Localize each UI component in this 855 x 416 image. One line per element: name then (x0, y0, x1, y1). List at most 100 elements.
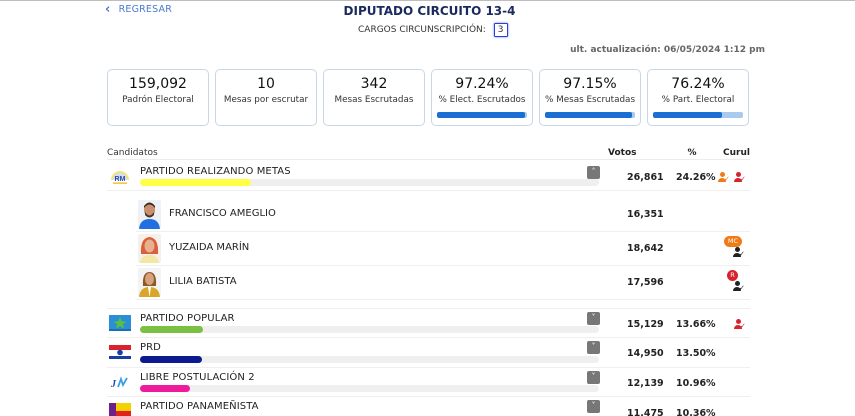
last-updated: ult. actualización: 06/05/2024 1:12 pm (570, 45, 765, 55)
progress-bar (653, 112, 743, 118)
party-pct: 13.50% (676, 348, 716, 359)
stat-card-part-electoral: 76.24% % Part. Electoral (647, 69, 749, 126)
prd-logo-icon (109, 344, 131, 360)
candidate-photo (138, 234, 161, 263)
rm-logo-icon: RM (111, 171, 129, 184)
candidate-name: FRANCISCO AMEGLIO (169, 208, 276, 219)
stat-value: 97.15% (563, 76, 617, 92)
candidate-photo (138, 268, 161, 297)
stat-label: Mesas Escrutadas (334, 95, 414, 105)
stats-cards: 159,092 Padrón Electoral 10 Mesas por es… (107, 69, 749, 126)
party-name: PRD (140, 342, 161, 353)
collapse-button[interactable]: ˄ (587, 166, 600, 179)
stat-card-padron: 159,092 Padrón Electoral (107, 69, 209, 126)
seat-badge: MC ✓ (724, 236, 746, 262)
chevron-up-icon: ˄ (591, 167, 596, 176)
back-label: REGRESAR (118, 4, 173, 15)
stat-card-mesas-escrutadas: 342 Mesas Escrutadas (323, 69, 425, 126)
panamenista-logo-icon (109, 403, 131, 416)
candidate-votes: 16,351 (627, 209, 664, 220)
cargos-label: CARGOS CIRCUNSCRIPCIÓN: (358, 25, 486, 35)
party-votes: 12,139 (627, 378, 664, 389)
party-name: PARTIDO REALIZANDO METAS (140, 166, 291, 177)
vote-bar (140, 179, 599, 186)
header-pct: % (687, 147, 697, 158)
results-table: Candidatos Votos % Curul RM PARTIDO REAL… (107, 146, 750, 416)
party-row[interactable]: PRD ˅ 14,950 13.50% (107, 338, 750, 368)
stat-value: 342 (360, 76, 388, 92)
chevron-down-icon: ˅ (591, 313, 596, 322)
candidate-votes: 18,642 (627, 243, 664, 254)
chevron-down-icon: ˅ (591, 342, 596, 351)
candidate-photo (138, 200, 161, 229)
party-name: PARTIDO POPULAR (140, 313, 235, 324)
header-candidates: Candidatos (107, 147, 158, 158)
cargos-info: CARGOS CIRCUNSCRIPCIÓN: 3 (358, 23, 508, 37)
chevron-down-icon: ˅ (591, 401, 596, 410)
party-votes: 14,950 (627, 348, 664, 359)
vote-bar (140, 356, 599, 363)
curul-icons: ✓ ✓ (718, 172, 746, 184)
header-votes: Votos (608, 147, 637, 158)
party-row[interactable]: PARTIDO POPULAR ˅ 15,129 13.66% ✓ (107, 309, 750, 338)
seat-badge: R ✓ (726, 270, 746, 296)
header-curul: Curul (723, 147, 750, 158)
expand-button[interactable]: ˅ (587, 400, 600, 413)
candidate-votes: 17,596 (627, 277, 664, 288)
stat-value: 159,092 (129, 76, 187, 92)
lp2-logo-icon: J (110, 376, 128, 390)
badge-r: R (727, 270, 738, 281)
seat-won-icon: ✓ (733, 247, 745, 259)
seat-won-icon: ✓ (734, 172, 746, 184)
seat-won-icon: ✓ (734, 319, 746, 331)
party-votes: 15,129 (627, 319, 664, 330)
candidate-row: LILIA BATISTA 17,596 R ✓ (136, 266, 750, 300)
progress-bar (437, 112, 527, 118)
table-header: Candidatos Votos % Curul (107, 146, 750, 160)
party-votes: 26,861 (627, 172, 664, 183)
cargos-value: 3 (493, 23, 508, 37)
pp-logo-icon (109, 315, 131, 331)
party-pct: 24.26% (676, 172, 716, 183)
stat-label: % Part. Electoral (661, 95, 735, 105)
back-button[interactable]: ‹ REGRESAR (105, 1, 173, 17)
svg-text:RM: RM (115, 176, 126, 183)
expand-button[interactable]: ˅ (587, 312, 600, 325)
expand-button[interactable]: ˅ (587, 371, 600, 384)
vote-bar (140, 326, 599, 333)
stat-value: 76.24% (671, 76, 725, 92)
stat-value: 97.24% (455, 76, 509, 92)
party-name: LIBRE POSTULACIÓN 2 (140, 372, 255, 383)
candidate-row: YUZAIDA MARÍN 18,642 MC ✓ (136, 232, 750, 266)
stat-card-mesas-por-escrutar: 10 Mesas por escrutar (215, 69, 317, 126)
party-votes: 11,475 (627, 408, 664, 416)
stat-value: 10 (257, 76, 275, 92)
seat-won-icon: ✓ (718, 172, 730, 184)
seat-won-icon: ✓ (733, 281, 745, 293)
candidate-name: YUZAIDA MARÍN (169, 242, 250, 253)
expand-button[interactable]: ˅ (587, 341, 600, 354)
vote-bar (140, 385, 599, 392)
stat-card-elect-escrutados: 97.24% % Elect. Escrutados (431, 69, 533, 126)
stat-card-mesas-escrutadas-pct: 97.15% % Mesas Escrutadas (539, 69, 641, 126)
party-pct: 10.96% (676, 378, 716, 389)
chevron-down-icon: ˅ (591, 372, 596, 381)
party-row[interactable]: RM PARTIDO REALIZANDO METAS ˄ 26,861 24.… (107, 160, 750, 191)
candidate-row: FRANCISCO AMEGLIO 16,351 (136, 198, 750, 232)
stat-label: Mesas por escrutar (223, 95, 309, 105)
stat-label: % Elect. Escrutados (438, 95, 526, 105)
stat-label: % Mesas Escrutadas (544, 95, 636, 105)
page-title: DIPUTADO CIRCUITO 13-4 (343, 4, 516, 18)
curul-icons: ✓ (734, 319, 746, 331)
party-pct: 10.36% (676, 408, 716, 416)
candidate-name: LILIA BATISTA (169, 276, 237, 287)
svg-text:J: J (110, 379, 117, 390)
party-pct: 13.66% (676, 319, 716, 330)
party-row[interactable]: PARTIDO PANAMEÑISTA ˅ 11,475 10.36% (107, 397, 750, 416)
chevron-left-icon: ‹ (105, 1, 111, 17)
stat-label: Padrón Electoral (122, 95, 194, 105)
party-name: PARTIDO PANAMEÑISTA (140, 401, 259, 412)
progress-bar (545, 112, 635, 118)
party-row[interactable]: J LIBRE POSTULACIÓN 2 ˅ 12,139 10.96% (107, 368, 750, 397)
badge-mc: MC (724, 236, 742, 247)
